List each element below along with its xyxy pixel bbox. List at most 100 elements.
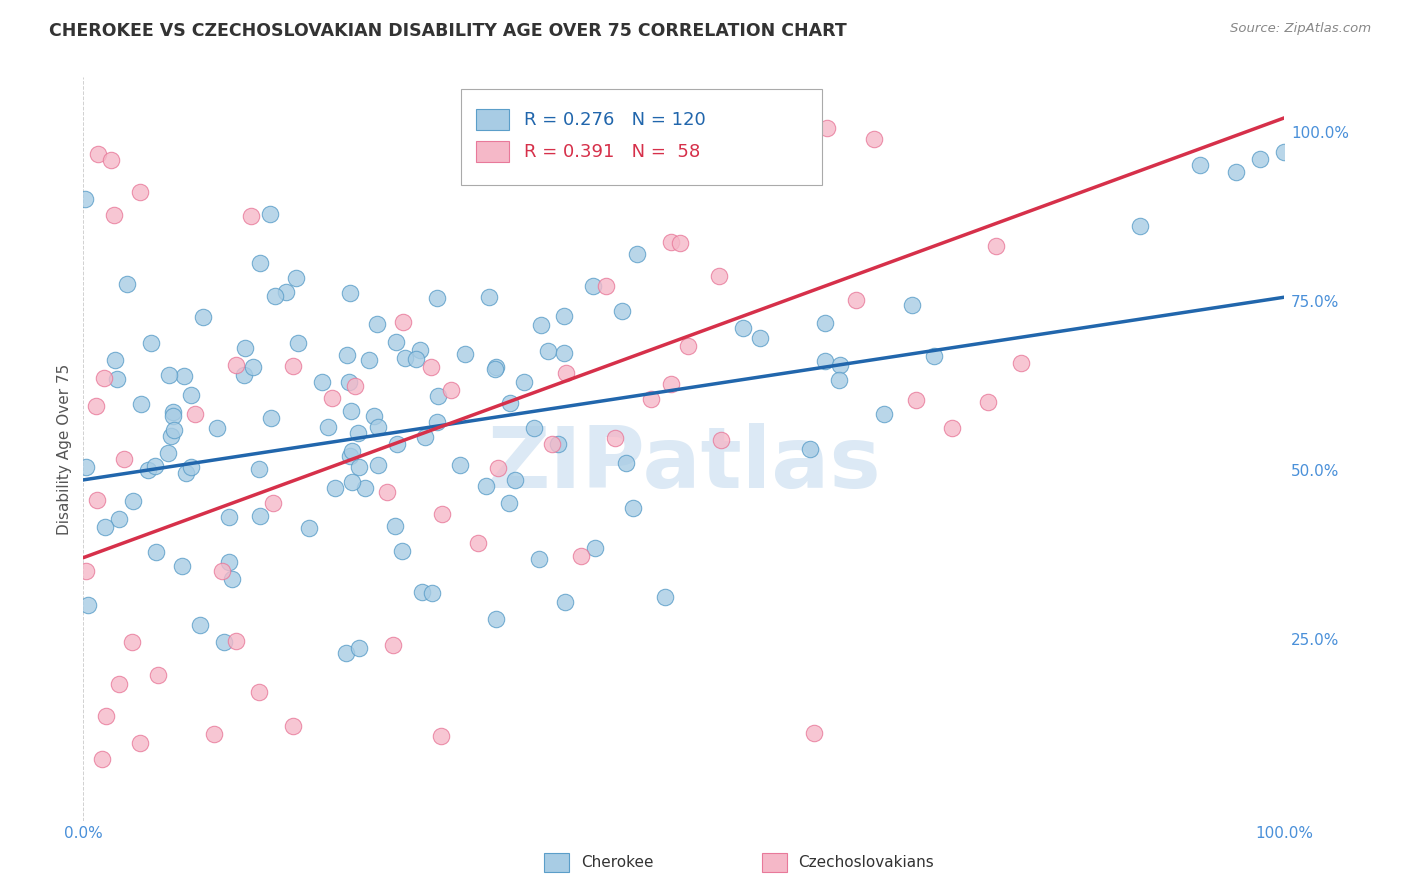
- Point: [430, 507, 453, 521]
- Point: [830, 358, 852, 372]
- Point: [202, 727, 225, 741]
- Point: [359, 352, 381, 367]
- Point: [347, 640, 370, 655]
- Point: [156, 446, 179, 460]
- Point: [486, 461, 509, 475]
- Point: [411, 584, 433, 599]
- Point: [413, 430, 436, 444]
- Point: [121, 494, 143, 508]
- Point: [160, 428, 183, 442]
- Point: [654, 590, 676, 604]
- Point: [173, 369, 195, 384]
- Point: [498, 496, 520, 510]
- Point: [420, 585, 443, 599]
- Point: [540, 437, 562, 451]
- Point: [569, 549, 592, 563]
- Text: CHEROKEE VS CZECHOSLOVAKIAN DISABILITY AGE OVER 75 CORRELATION CHART: CHEROKEE VS CZECHOSLOVAKIAN DISABILITY A…: [49, 22, 846, 40]
- Point: [922, 349, 945, 363]
- Point: [180, 387, 202, 401]
- Point: [408, 343, 430, 357]
- Point: [129, 397, 152, 411]
- Point: [583, 541, 606, 555]
- Point: [612, 303, 634, 318]
- Point: [863, 132, 886, 146]
- Point: [211, 564, 233, 578]
- Point: [523, 421, 546, 435]
- Point: [112, 451, 135, 466]
- Point: [426, 415, 449, 429]
- Point: [337, 376, 360, 390]
- Point: [621, 500, 644, 515]
- Point: [172, 559, 194, 574]
- Point: [115, 277, 138, 291]
- Point: [225, 358, 247, 372]
- Point: [527, 551, 550, 566]
- Point: [614, 456, 637, 470]
- Point: [453, 347, 475, 361]
- Point: [873, 407, 896, 421]
- Point: [339, 286, 361, 301]
- Point: [710, 434, 733, 448]
- Point: [449, 458, 471, 473]
- Point: [349, 460, 371, 475]
- Point: [595, 278, 617, 293]
- Point: [139, 336, 162, 351]
- Point: [363, 409, 385, 423]
- Point: [814, 316, 837, 330]
- Point: [731, 321, 754, 335]
- Point: [193, 310, 215, 324]
- Text: R = 0.391   N =  58: R = 0.391 N = 58: [524, 143, 700, 161]
- Point: [803, 726, 825, 740]
- Point: [242, 359, 264, 374]
- Point: [941, 421, 963, 435]
- Point: [247, 462, 270, 476]
- Point: [385, 334, 408, 349]
- Point: [86, 493, 108, 508]
- Point: [232, 368, 254, 383]
- Point: [298, 521, 321, 535]
- Point: [174, 466, 197, 480]
- Point: [547, 437, 569, 451]
- Point: [503, 474, 526, 488]
- Point: [108, 676, 131, 690]
- Point: [260, 410, 283, 425]
- Y-axis label: Disability Age Over 75: Disability Age Over 75: [58, 364, 72, 535]
- Point: [91, 752, 114, 766]
- Text: ZIPatlas: ZIPatlas: [486, 423, 880, 506]
- Point: [249, 509, 271, 524]
- Point: [100, 153, 122, 167]
- Point: [661, 376, 683, 391]
- Point: [391, 544, 413, 558]
- Point: [536, 344, 558, 359]
- Point: [249, 256, 271, 270]
- Point: [467, 536, 489, 550]
- Point: [311, 375, 333, 389]
- Point: [353, 482, 375, 496]
- Point: [377, 484, 399, 499]
- Point: [316, 420, 339, 434]
- Point: [659, 235, 682, 249]
- Point: [799, 104, 821, 119]
- Point: [145, 545, 167, 559]
- Point: [162, 405, 184, 419]
- Text: Cherokee: Cherokee: [581, 855, 654, 870]
- Point: [163, 423, 186, 437]
- Point: [845, 293, 868, 308]
- Point: [104, 353, 127, 368]
- Point: [157, 368, 180, 383]
- Point: [429, 729, 451, 743]
- Point: [367, 419, 389, 434]
- Point: [184, 408, 207, 422]
- Point: [419, 359, 441, 374]
- Point: [121, 635, 143, 649]
- Point: [221, 573, 243, 587]
- Point: [207, 420, 229, 434]
- Point: [138, 463, 160, 477]
- Point: [218, 510, 240, 524]
- Point: [218, 555, 240, 569]
- Point: [707, 268, 730, 283]
- Point: [129, 185, 152, 199]
- Point: [405, 351, 427, 366]
- Point: [392, 315, 415, 329]
- Point: [281, 359, 304, 373]
